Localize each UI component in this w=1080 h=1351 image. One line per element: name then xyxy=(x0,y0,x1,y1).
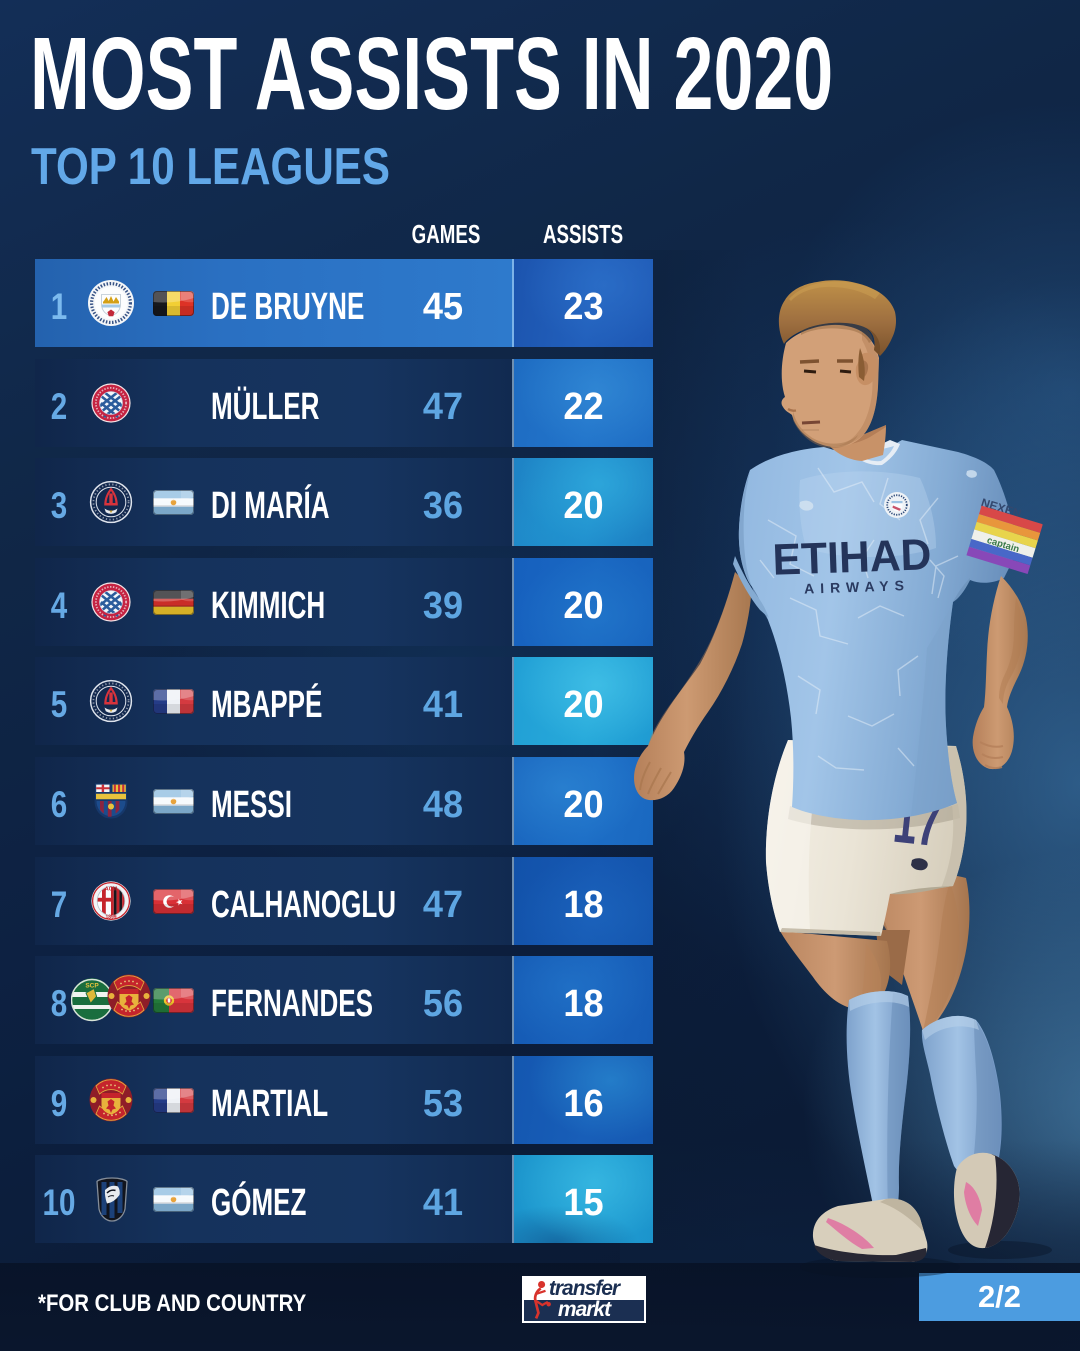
svg-text:SCP: SCP xyxy=(85,983,99,990)
svg-text:AIRWAYS: AIRWAYS xyxy=(804,577,910,597)
svg-text:ACM: ACM xyxy=(105,887,118,893)
svg-text:1899: 1899 xyxy=(105,915,116,921)
svg-text:ETIHAD: ETIHAD xyxy=(772,531,932,585)
